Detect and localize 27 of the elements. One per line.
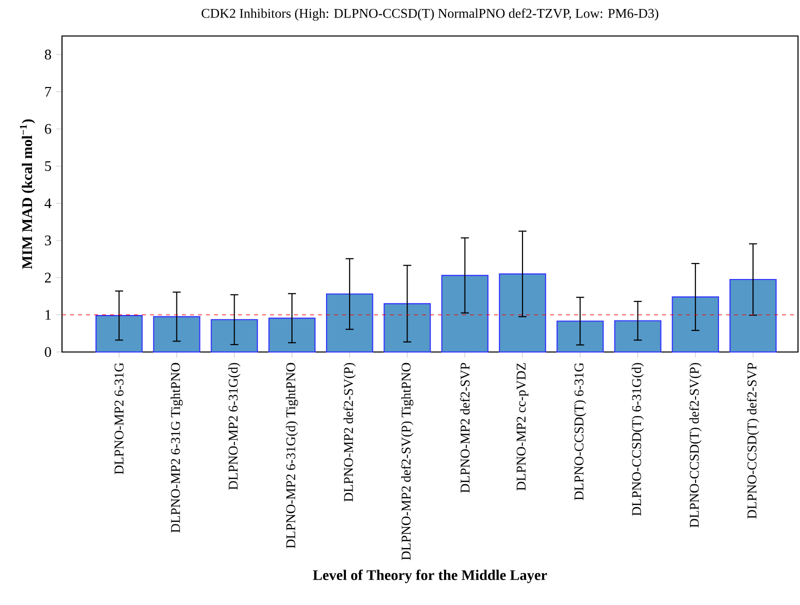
y-tick-label: 3 (44, 236, 52, 246)
x-tick-label: DLPNO-MP2 6-31G(d) TightPNO (286, 362, 298, 548)
x-tick-label: DLPNO-MP2 def2-SV(P) (343, 363, 356, 502)
x-tick-label: DLPNO-MP2 6-31G TightPNO (170, 362, 183, 533)
x-tick-label: DLPNO-MP2 6-31G (114, 362, 124, 474)
y-tick-label: 7 (45, 86, 52, 97)
y-tick-label: 5 (45, 161, 52, 171)
y-tick-label: 4 (44, 198, 52, 208)
x-tick-label: DLPNO-CCSD(T) 6-31G (574, 362, 586, 500)
x-axis-title: Level of Theory for the Middle Layer (312, 570, 547, 584)
y-tick-label: 2 (44, 272, 51, 282)
x-tick-label: DLPNO-MP2 def2-SVP (460, 362, 470, 493)
y-tick-label: 0 (44, 347, 52, 357)
y-tick-label: 8 (44, 50, 52, 60)
bar (614, 320, 662, 353)
x-tick-label: DLPNO-MP2 6-31G(d) (228, 363, 240, 490)
x-tick-label: DLPNO-CCSD(T) 6-31G(d) (632, 363, 644, 516)
y-tick-label: 1 (46, 310, 51, 320)
y-axis-title: MIM MAD (kcal mol$^{−1}$) (20, 119, 36, 270)
chart-title: CDK2 Inhibitors (High: DLPNO-CCSD(T) NormalPNO def2-TZVP, Low: PM6-D3) (202, 8, 658, 21)
x-tick-label: DLPNO-MP2 def2-SV(P) TightPNO (401, 362, 414, 560)
bar (729, 278, 777, 353)
x-tick-label: DLPNO-MP2 cc-pVDZ (516, 363, 528, 491)
bar (441, 274, 488, 353)
y-tick-label: 6 (44, 124, 52, 134)
x-tick-label: DLPNO-CCSD(T) def2-SVP (746, 362, 760, 519)
x-tick-label: DLPNO-CCSD(T) def2-SV(P) (689, 363, 702, 528)
